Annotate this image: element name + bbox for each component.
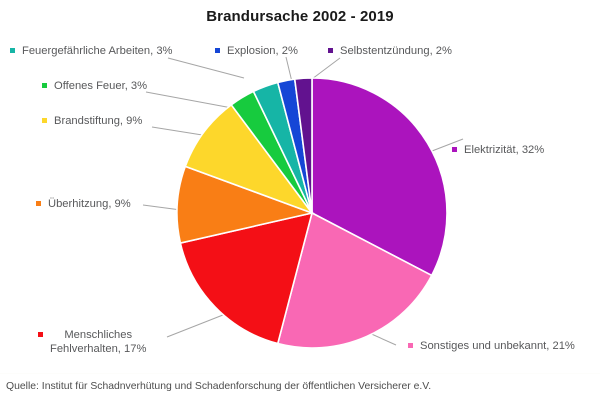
chart-title: Brandursache 2002 - 2019 — [206, 8, 394, 25]
legend-marker-sonstiges-und-unbekannt — [408, 343, 413, 348]
slice-label-text: Feuergefährliche Arbeiten, 3% — [22, 45, 173, 57]
slice-label-text: Brandstiftung, 9% — [54, 115, 143, 127]
leader-line-offenes-feuer — [145, 91, 233, 109]
slice-label-text: Explosion, 2% — [227, 45, 298, 57]
pie-slice[interactable] — [176, 165, 315, 244]
slice-label-sonstiges-und-unbekannt: Sonstiges und unbekannt, 21% — [408, 339, 575, 353]
pie-slice[interactable] — [311, 77, 448, 277]
slice-label-menschliches-fehlverhalten: Menschliches Fehlverhalten, 17% — [38, 328, 186, 356]
pie-slice[interactable] — [179, 211, 314, 345]
slice-label-line-2: Fehlverhalten, 17% — [50, 343, 147, 355]
leader-line-menschliches — [166, 312, 229, 338]
leader-line-feuergefaehrliche — [167, 57, 245, 79]
slice-label-text: Offenes Feuer, 3% — [54, 80, 148, 92]
legend-marker-ueberhitzung — [36, 201, 41, 206]
slice-label-text: Selbstentzündung, 2% — [340, 45, 452, 57]
source-note: Quelle: Institut für Schadnverhütung und… — [6, 381, 432, 392]
pie-slice[interactable] — [293, 77, 313, 214]
leader-line-explosion — [285, 56, 293, 83]
leader-line-elektrizitaet — [431, 138, 464, 152]
slice-label-text: Überhitzung, 9% — [48, 198, 131, 210]
pie-slices-group — [176, 77, 448, 349]
slice-label-text: Menschliches Fehlverhalten, 17% — [50, 328, 146, 356]
slice-label-explosion: Explosion, 2% — [215, 44, 298, 58]
footer-divider — [0, 373, 600, 374]
legend-marker-feuergefaehrliche-arbeiten — [10, 48, 15, 53]
legend-marker-explosion — [215, 48, 220, 53]
legend-marker-brandstiftung — [42, 118, 47, 123]
legend-marker-menschliches-fehlverhalten — [38, 332, 43, 337]
slice-label-selbstentzuendung: Selbstentzündung, 2% — [328, 44, 452, 58]
legend-marker-selbstentzuendung — [328, 48, 333, 53]
slice-label-ueberhitzung: Überhitzung, 9% — [36, 197, 131, 211]
slice-label-text: Sonstiges und unbekannt, 21% — [420, 340, 575, 352]
slice-label-feuergefaehrliche-arbeiten: Feuergefährliche Arbeiten, 3% — [10, 44, 173, 58]
slice-label-brandstiftung: Brandstiftung, 9% — [42, 114, 142, 128]
legend-marker-elektrizitaet — [452, 147, 457, 152]
slice-label-line-1: Menschliches — [64, 329, 133, 341]
slice-label-text: Elektrizität, 32% — [464, 144, 545, 156]
legend-marker-offenes-feuer — [42, 83, 47, 88]
pie-slice[interactable] — [276, 211, 433, 349]
slice-label-offenes-feuer: Offenes Feuer, 3% — [42, 79, 147, 93]
slice-label-elektrizitaet: Elektrizität, 32% — [452, 143, 544, 157]
leader-line-selbstentzuendung — [311, 57, 341, 80]
pie-slice[interactable] — [184, 103, 315, 215]
